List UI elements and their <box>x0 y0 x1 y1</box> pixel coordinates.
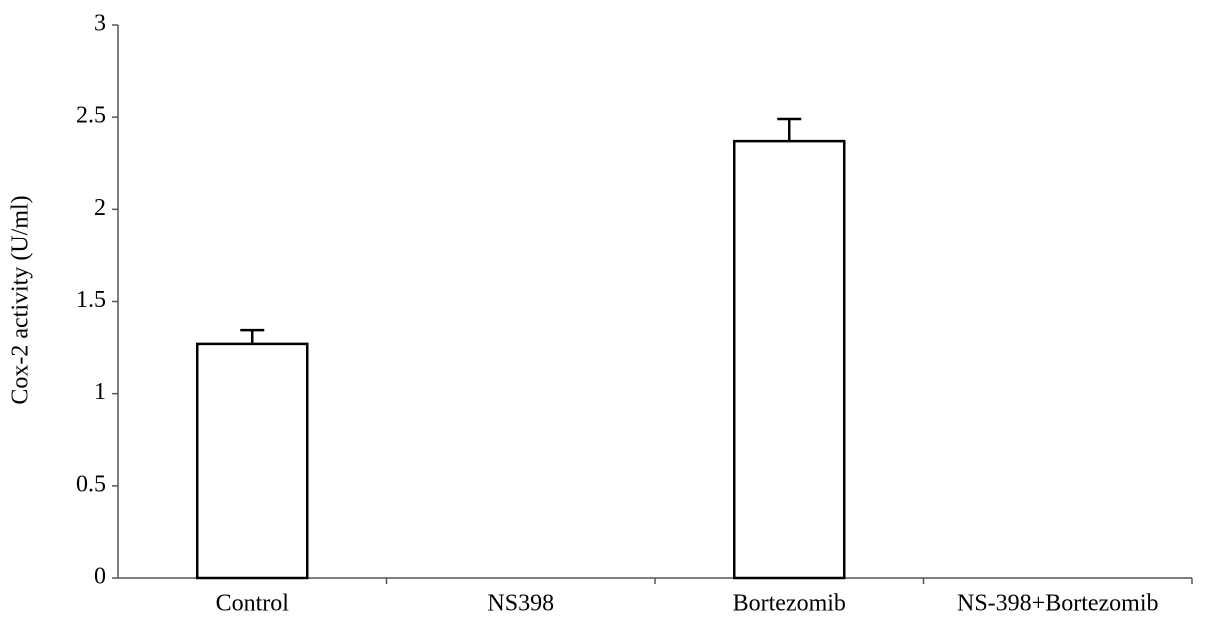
x-tick-label: NS-398+Bortezomib <box>957 591 1159 617</box>
bar <box>733 139 846 580</box>
y-tick-label: 0.5 <box>76 471 106 497</box>
x-tick-label: NS398 <box>487 591 554 617</box>
bar <box>196 342 309 580</box>
y-tick-label: 1 <box>94 379 106 405</box>
y-tick-label: 0 <box>94 564 106 590</box>
y-axis-label: Cox-2 activity (U/ml) <box>8 195 34 404</box>
y-tick-label: 3 <box>94 11 106 37</box>
x-tick-label: Bortezomib <box>733 591 846 617</box>
x-tick-label: Control <box>216 591 290 617</box>
y-tick-label: 2 <box>94 195 106 221</box>
y-tick-label: 2.5 <box>76 103 106 129</box>
y-tick-label: 1.5 <box>76 287 106 313</box>
